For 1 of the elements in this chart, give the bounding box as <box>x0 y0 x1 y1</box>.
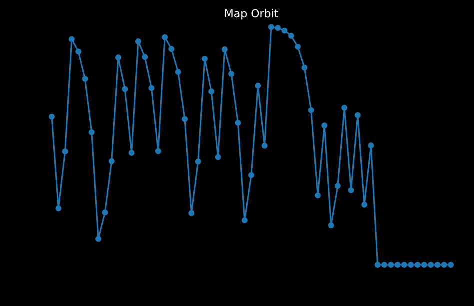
chart-title: Map Orbit <box>224 7 280 20</box>
